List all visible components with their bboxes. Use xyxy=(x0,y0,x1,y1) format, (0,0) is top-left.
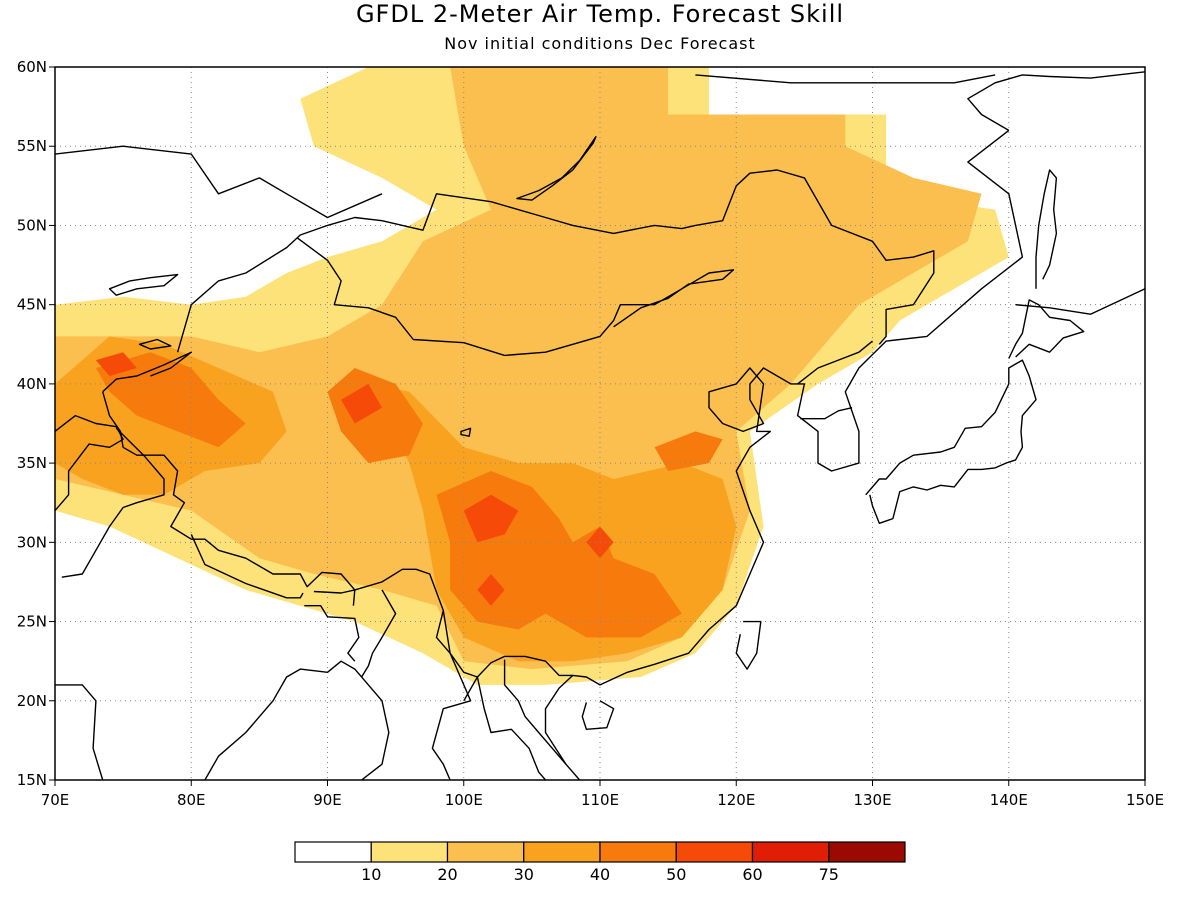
lon-tick-label: 70E xyxy=(41,791,70,809)
lat-tick-label: 55N xyxy=(17,137,47,155)
coastline-1 xyxy=(695,74,996,84)
grid-lines xyxy=(55,67,1145,780)
colorbar-label: 60 xyxy=(742,865,762,884)
skill-shading xyxy=(55,67,1009,685)
colorbar-swatch xyxy=(751,841,830,863)
lat-tick-label: 15N xyxy=(17,771,47,789)
latitude-axis: 15N 20N 25N 30N 35N 40N 45N 50N 55N 60N xyxy=(17,58,55,789)
colorbar-swatch xyxy=(828,841,906,863)
lake-1 xyxy=(108,273,179,296)
lon-tick-label: 120E xyxy=(717,791,755,809)
skill-region-8 xyxy=(463,494,519,543)
lon-tick-label: 110E xyxy=(581,791,619,809)
coastline-8 xyxy=(1008,299,1085,359)
border-13 xyxy=(797,340,873,385)
colorbar-swatch xyxy=(599,841,677,863)
map-subtitle: Nov initial conditions Dec Forecast xyxy=(444,34,756,53)
coastline-0 xyxy=(55,145,383,219)
colorbar-swatch xyxy=(370,841,449,863)
coastline-3 xyxy=(204,660,390,780)
lat-tick-label: 25N xyxy=(17,613,47,631)
lon-tick-label: 140E xyxy=(990,791,1028,809)
border-10 xyxy=(431,610,472,780)
border-5 xyxy=(61,427,165,578)
lat-tick-label: 45N xyxy=(17,296,47,314)
colorbar-swatch xyxy=(523,841,601,863)
coastline-6 xyxy=(735,620,762,670)
border-8 xyxy=(361,589,397,678)
colorbar-label: 40 xyxy=(590,865,610,884)
coastline-11 xyxy=(1015,288,1145,315)
coastline-10 xyxy=(967,71,1145,132)
coastline-4 xyxy=(55,684,104,780)
lat-tick-label: 60N xyxy=(17,58,47,76)
skill-region-5 xyxy=(327,368,423,464)
border-0 xyxy=(176,169,935,353)
lon-tick-label: 150E xyxy=(1126,791,1164,809)
lat-tick-label: 20N xyxy=(17,692,47,710)
coastlines xyxy=(55,71,1145,780)
lon-tick-label: 90E xyxy=(313,791,342,809)
border-7 xyxy=(313,589,356,606)
colorbar-label: 50 xyxy=(666,865,686,884)
border-9 xyxy=(304,605,360,662)
lake-2 xyxy=(138,338,172,350)
skill-region-7 xyxy=(654,431,723,471)
longitude-axis: 70E 80E 90E 100E 110E 120E 130E 140E 150E xyxy=(41,780,1164,809)
coastline-7 xyxy=(865,359,1037,524)
lat-tick-label: 50N xyxy=(17,216,47,234)
colorbar: 10 20 30 40 50 60 75 xyxy=(294,841,906,884)
colorbar-swatch xyxy=(294,841,372,863)
coastline-9 xyxy=(1035,169,1058,289)
border-11 xyxy=(463,676,547,780)
lake-3 xyxy=(460,427,472,437)
coastline-2 xyxy=(544,129,1024,780)
colorbar-label: 30 xyxy=(514,865,534,884)
colorbar-label: 75 xyxy=(819,865,839,884)
border-2 xyxy=(102,351,193,393)
border-12 xyxy=(503,659,567,765)
skill-region-1 xyxy=(55,67,982,670)
colorbar-swatch xyxy=(446,841,525,863)
border-1 xyxy=(297,237,735,357)
lon-tick-label: 100E xyxy=(445,791,483,809)
border-14 xyxy=(800,407,853,420)
lon-tick-label: 130E xyxy=(853,791,891,809)
skill-region-12 xyxy=(477,574,505,606)
colorbar-label: 20 xyxy=(437,865,457,884)
border-3 xyxy=(102,391,573,678)
lake-0 xyxy=(516,135,597,201)
skill-region-10 xyxy=(95,352,137,376)
border-4 xyxy=(55,414,124,512)
lat-tick-label: 35N xyxy=(17,454,47,472)
skill-region-9 xyxy=(341,383,382,424)
colorbar-label: 10 xyxy=(361,865,381,884)
map-title: GFDL 2-Meter Air Temp. Forecast Skill xyxy=(355,0,845,28)
colorbar-swatch xyxy=(675,841,754,863)
lat-tick-label: 30N xyxy=(17,533,47,551)
coastline-5 xyxy=(581,700,615,730)
border-6 xyxy=(190,534,304,599)
lon-tick-label: 80E xyxy=(177,791,206,809)
lat-tick-label: 40N xyxy=(17,375,47,393)
